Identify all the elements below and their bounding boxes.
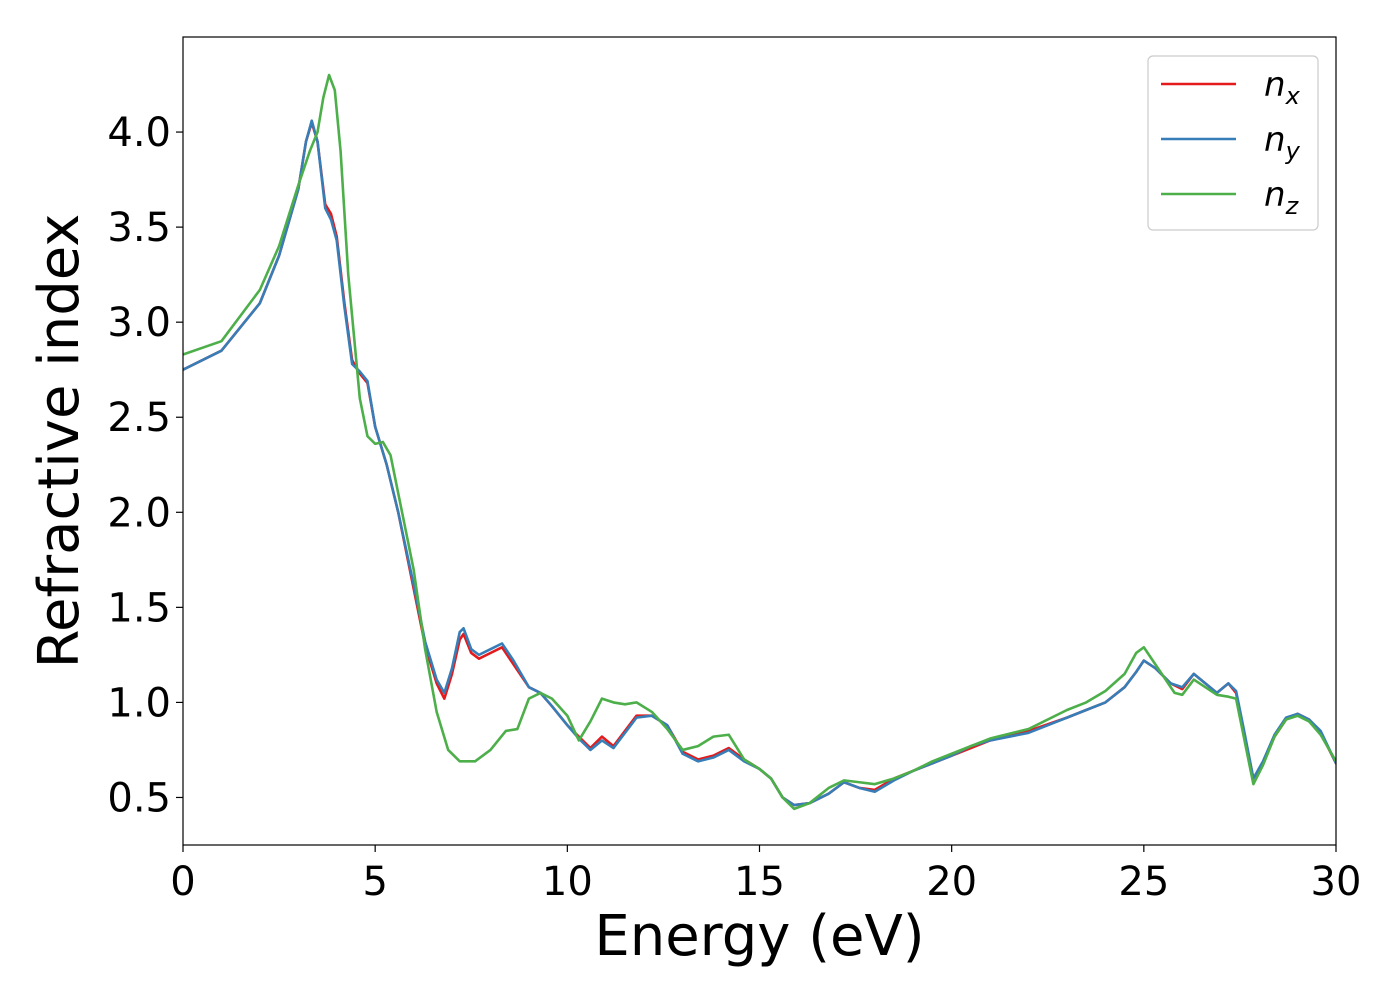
series-line-n-z — [183, 73, 1336, 811]
x-tick-label: 5 — [362, 859, 387, 905]
y-tick-label: 2.0 — [107, 490, 171, 536]
x-tick-label: 10 — [542, 859, 593, 905]
x-tick-label: 15 — [734, 859, 785, 905]
x-tick-label: 20 — [926, 859, 977, 905]
legend-label-n-x: nx — [1264, 65, 1301, 110]
plot-lines — [183, 73, 1336, 811]
y-tick-label: 3.5 — [107, 205, 171, 251]
y-tick-label: 1.5 — [107, 585, 171, 631]
legend-label-n-z: nz — [1264, 175, 1300, 220]
y-tick-label: 4.0 — [107, 110, 171, 156]
y-axis-ticks: 0.5 1.0 1.5 2.0 2.5 3.0 3.5 4.0 — [107, 110, 183, 821]
series-line-n-y — [183, 119, 1336, 807]
y-tick-label: 0.5 — [107, 775, 171, 821]
x-tick-label: 25 — [1118, 859, 1169, 905]
y-tick-label: 2.5 — [107, 395, 171, 441]
y-tick-label: 3.0 — [107, 300, 171, 346]
x-axis-title: Energy (eV) — [594, 904, 924, 969]
legend-label-n-y: ny — [1264, 120, 1301, 165]
legend-box — [1147, 55, 1319, 231]
y-axis-title: Refractive index — [27, 214, 92, 669]
x-tick-label: 0 — [170, 859, 195, 905]
x-tick-label: 30 — [1311, 859, 1362, 905]
y-tick-label: 1.0 — [107, 680, 171, 726]
legend: nx ny nz — [1147, 55, 1319, 231]
x-axis-ticks: 0 5 10 15 20 25 30 — [170, 845, 1361, 905]
